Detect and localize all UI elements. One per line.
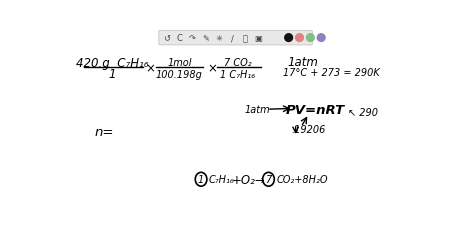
Text: n=: n= xyxy=(94,126,114,138)
Text: 100.198g: 100.198g xyxy=(156,70,203,80)
Text: 7 CO₂: 7 CO₂ xyxy=(224,58,251,68)
Text: ✳: ✳ xyxy=(215,34,222,43)
Text: +O₂→: +O₂→ xyxy=(231,173,265,186)
Text: ×: × xyxy=(207,62,217,75)
Text: ↺: ↺ xyxy=(163,34,170,43)
Text: 1atm: 1atm xyxy=(245,105,271,115)
Text: ✎: ✎ xyxy=(202,34,209,43)
Text: /: / xyxy=(231,34,234,43)
Text: PV=nRT: PV=nRT xyxy=(285,104,345,117)
Text: 420.g  C₇H₁₆: 420.g C₇H₁₆ xyxy=(76,56,148,70)
Text: 1mol: 1mol xyxy=(167,58,191,68)
Text: ↖ 290: ↖ 290 xyxy=(348,108,378,118)
Circle shape xyxy=(285,34,292,42)
Circle shape xyxy=(296,34,303,42)
Circle shape xyxy=(307,34,314,42)
Text: 1 C₇H₁₆: 1 C₇H₁₆ xyxy=(220,70,255,80)
Text: 7: 7 xyxy=(265,174,272,184)
Text: ▣: ▣ xyxy=(255,34,263,43)
Text: ⬜: ⬜ xyxy=(243,34,248,43)
Text: CO₂+8H₂O: CO₂+8H₂O xyxy=(276,174,328,184)
Text: 17°C + 273 = 290K: 17°C + 273 = 290K xyxy=(283,68,380,78)
Text: .19206: .19206 xyxy=(292,125,326,135)
Text: 1: 1 xyxy=(108,68,116,81)
FancyBboxPatch shape xyxy=(159,31,312,46)
Circle shape xyxy=(317,34,325,42)
Text: C₇H₁₆: C₇H₁₆ xyxy=(209,174,235,184)
Text: 1atm: 1atm xyxy=(288,56,319,69)
Text: 1: 1 xyxy=(198,174,204,184)
Text: C: C xyxy=(176,34,182,43)
Text: ×: × xyxy=(146,62,155,75)
Text: ↷: ↷ xyxy=(189,34,196,43)
